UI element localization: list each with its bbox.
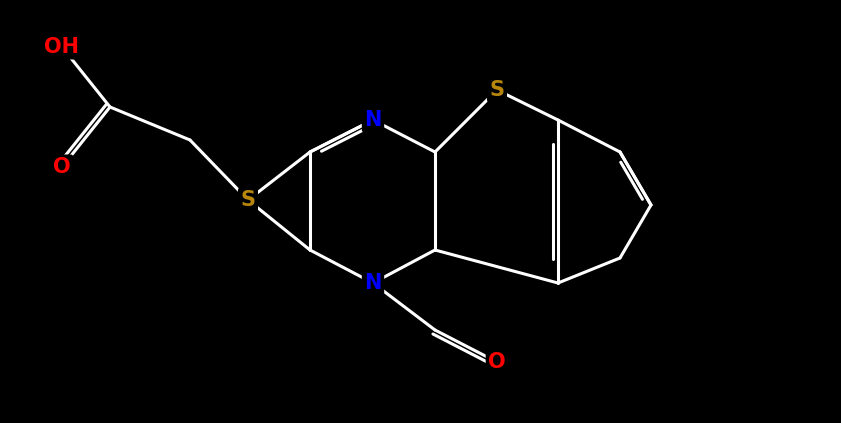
Text: OH: OH [45,37,80,57]
Text: S: S [241,190,256,210]
Text: S: S [489,80,505,100]
Text: N: N [364,273,382,293]
Text: N: N [364,110,382,130]
Text: O: O [488,352,505,372]
Text: O: O [53,157,71,177]
